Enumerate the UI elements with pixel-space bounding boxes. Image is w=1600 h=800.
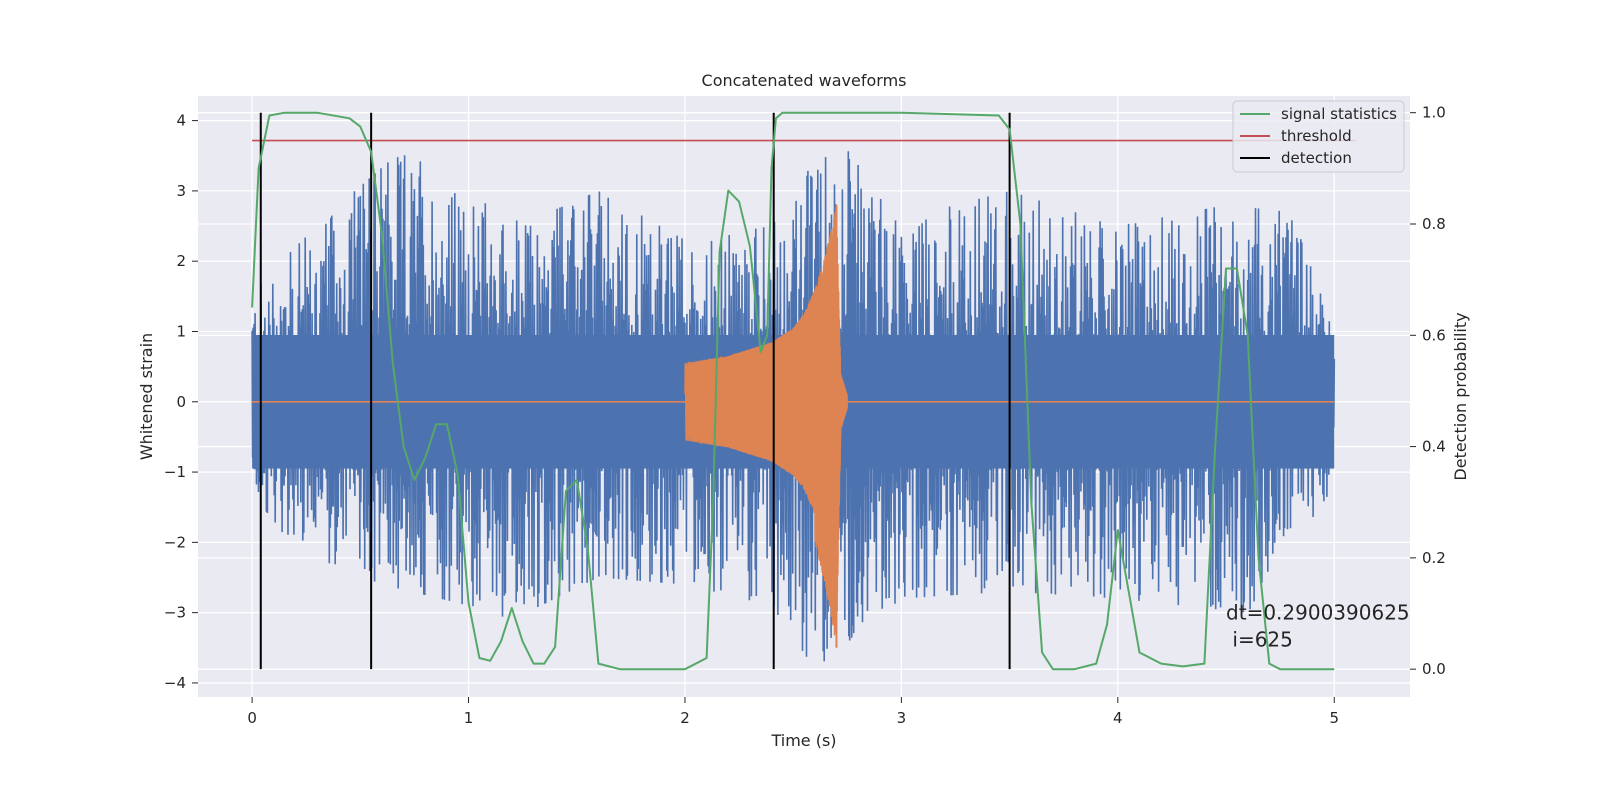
y2-tick-label: 0.8 xyxy=(1422,215,1446,233)
x-tick-label: 5 xyxy=(1329,709,1339,727)
y2-tick-label: 1.0 xyxy=(1422,104,1446,122)
legend-label-detection: detection xyxy=(1281,149,1352,167)
signal-statistics-series xyxy=(251,111,1335,671)
legend-label-threshold: threshold xyxy=(1281,127,1352,145)
y-tick-label: 3 xyxy=(176,182,186,200)
legend: signal statistics threshold detection xyxy=(1232,100,1405,173)
y2-tick-label: 0.4 xyxy=(1422,438,1446,456)
signal-statistics-line xyxy=(251,111,1335,671)
y-tick-label: 4 xyxy=(176,112,186,130)
annotation: dt=0.2900390625 i=625 xyxy=(1226,601,1410,652)
annotation-dt: dt=0.2900390625 xyxy=(1226,601,1410,625)
y-axis-label: Whitened strain xyxy=(137,333,156,460)
x-tick-label: 0 xyxy=(247,709,257,727)
detection-series xyxy=(259,112,1011,670)
y-tick-label: −4 xyxy=(164,674,186,692)
y-tick-label: 0 xyxy=(176,393,186,411)
axis-ticks: 0 1 2 3 4 5 −4 −3 −2 −1 0 1 2 3 4 0.0 0.2 0.4 0.6 0.8 1.0 xyxy=(164,104,1446,727)
x-tick-label: 1 xyxy=(464,709,474,727)
x-axis-label: Time (s) xyxy=(770,731,836,750)
x-tick-label: 3 xyxy=(897,709,907,727)
y-tick-label: −1 xyxy=(164,463,186,481)
y2-tick-label: 0.0 xyxy=(1422,660,1446,678)
x-tick-label: 4 xyxy=(1113,709,1123,727)
y-tick-label: 1 xyxy=(176,322,186,340)
legend-label-signal-statistics: signal statistics xyxy=(1281,105,1397,123)
x-tick-label: 2 xyxy=(680,709,690,727)
legend-box xyxy=(1232,100,1405,173)
waveform-line xyxy=(684,207,848,647)
chart-title: Concatenated waveforms xyxy=(702,71,907,90)
waveform-series xyxy=(252,204,1335,648)
y2-tick-label: 0.2 xyxy=(1422,549,1446,567)
y2-axis-label: Detection probability xyxy=(1451,312,1470,480)
y-tick-label: 2 xyxy=(176,252,186,270)
y2-tick-label: 0.6 xyxy=(1422,326,1446,344)
y-tick-label: −3 xyxy=(164,604,186,622)
y-tick-label: −2 xyxy=(164,533,186,551)
annotation-index: i=625 xyxy=(1226,628,1293,652)
